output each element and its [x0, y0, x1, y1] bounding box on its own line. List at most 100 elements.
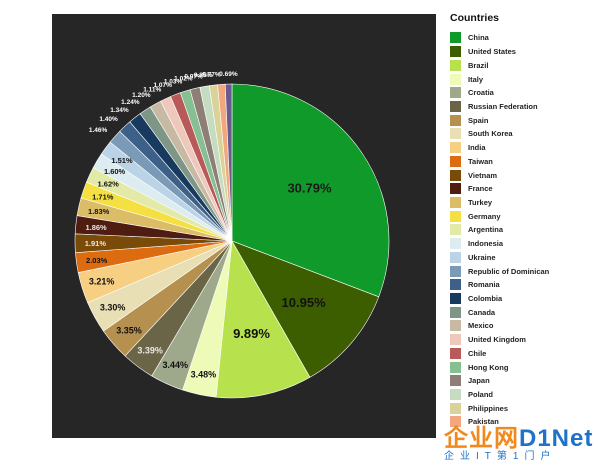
pie-chart: 30.79% 10.95% 9.89% 3.48%3.44%3.39% 3.35% 3.3…	[74, 71, 390, 399]
legend-swatch	[450, 251, 461, 263]
legend-swatch	[450, 73, 461, 85]
slice-label: 30.79%	[287, 181, 332, 196]
legend-label: Turkey	[468, 197, 493, 207]
legend-label: Poland	[468, 390, 494, 400]
legend-swatch	[450, 402, 461, 414]
slice-label: 1.51%	[111, 156, 133, 165]
legend-item: Mexico	[450, 319, 600, 333]
legend-item: United States	[450, 45, 600, 59]
legend-label: Argentina	[468, 225, 504, 235]
slice-label: 9.89%	[233, 326, 270, 341]
slice-label: 1.03%	[164, 79, 183, 86]
legend-label: Colombia	[468, 294, 503, 304]
legend-label: Canada	[468, 307, 496, 317]
slice-label: 1.86%	[85, 223, 107, 232]
legend-label: France	[468, 184, 493, 194]
legend-item: Philippines	[450, 401, 600, 415]
legend-swatch	[450, 32, 461, 44]
slice-label: 3.39%	[137, 345, 163, 355]
watermark-brand: 企业网D1Net	[444, 418, 593, 453]
legend-label: Italy	[468, 74, 484, 84]
legend-label: Indonesia	[468, 239, 504, 249]
slice-label: 1.02%	[174, 76, 193, 83]
legend-item: South Korea	[450, 127, 600, 141]
legend-item: Vietnam	[450, 168, 600, 182]
legend-item: China	[450, 31, 600, 45]
legend-label: Romania	[468, 280, 500, 290]
legend-item: France	[450, 182, 600, 196]
legend-swatch	[450, 279, 461, 291]
slice-label: 0.97%	[184, 74, 203, 81]
watermark-brand-net: D1Net	[519, 425, 594, 452]
legend-item: Colombia	[450, 292, 600, 306]
chart-panel: 30.79% 10.95% 9.89% 3.48% 3.44% 3.39% 3.35% 3.3…	[52, 14, 436, 438]
legend-label: Chile	[468, 348, 487, 358]
legend-swatch	[450, 375, 461, 387]
legend-swatch	[450, 293, 461, 305]
legend-swatch	[450, 306, 461, 318]
legend-swatch	[450, 142, 461, 154]
legend-swatch	[450, 224, 461, 236]
legend-item: Brazil	[450, 58, 600, 72]
slice-label: 0.85%	[194, 72, 213, 79]
slice-label: 0.69%	[219, 71, 238, 78]
legend-item: Germany	[450, 209, 600, 223]
legend-label: South Korea	[468, 129, 513, 139]
legend-item: Russian Federation	[450, 100, 600, 114]
slice-label: 3.35%	[116, 326, 142, 336]
legend-swatch	[450, 59, 461, 71]
legend-label: Mexico	[468, 321, 494, 331]
legend-item: United Kingdom	[450, 333, 600, 347]
legend-label: Taiwan	[468, 156, 493, 166]
slice-label: 1.46%	[89, 127, 108, 134]
legend-label: Spain	[468, 115, 489, 125]
legend-swatch	[450, 100, 461, 112]
legend-swatch	[450, 155, 461, 167]
legend-item: Romania	[450, 278, 600, 292]
watermark-logo: 企业网D1Net 企业IT第1门户	[436, 418, 600, 462]
pie-slice	[231, 240, 380, 378]
slice-labels: 30.79% 10.95% 9.89% 3.48%3.44%3.39% 3.35% 3.3…	[85, 71, 332, 380]
legend-label: Philippines	[468, 403, 509, 413]
watermark-brand-main: 企业网	[444, 425, 519, 452]
slice-label: 1.11%	[143, 87, 161, 94]
pie-slice	[215, 240, 311, 399]
legend-label: Russian Federation	[468, 101, 538, 111]
legend-swatch	[450, 361, 461, 373]
legend-swatch	[450, 183, 461, 195]
slice-label: 1.07%	[153, 82, 172, 89]
legend-label: Vietnam	[468, 170, 498, 180]
legend-item: Argentina	[450, 223, 600, 237]
legend-label: Republic of Dominican	[468, 266, 550, 276]
slice-label: 3.30%	[100, 302, 126, 312]
legend-item: Pakistan	[450, 415, 600, 429]
slice-label: 1.71%	[92, 193, 114, 202]
legend-item: Indonesia	[450, 237, 600, 251]
legend-label: China	[468, 33, 489, 43]
legend-label: Hong Kong	[468, 362, 509, 372]
legend-item: Taiwan	[450, 154, 600, 168]
legend-swatch	[450, 334, 461, 346]
legend: Countries China United States Brazil Italy C…	[450, 12, 600, 429]
legend-item: Chile	[450, 347, 600, 361]
legend-item: Republic of Dominican	[450, 264, 600, 278]
legend-item: Italy	[450, 72, 600, 86]
legend-label: United Kingdom	[468, 335, 526, 345]
legend-label: Pakistan	[468, 417, 499, 427]
legend-item: Canada	[450, 305, 600, 319]
legend-item: Croatia	[450, 86, 600, 100]
legend-item: Spain	[450, 113, 600, 127]
slice-label: 1.24%	[121, 99, 140, 106]
slice-label: 3.21%	[89, 277, 115, 287]
legend-swatch	[450, 265, 461, 277]
slice-label: 1.20%	[132, 92, 151, 99]
legend-swatch	[450, 210, 461, 222]
legend-swatch	[450, 238, 461, 250]
legend-label: Ukraine	[468, 252, 496, 262]
legend-label: Japan	[468, 376, 490, 386]
slice-label: 10.95%	[282, 295, 327, 310]
slice-label: 1.60%	[104, 167, 126, 176]
legend-swatch	[450, 169, 461, 181]
legend-label: Croatia	[468, 88, 494, 98]
slice-label: 0.77%	[202, 71, 221, 78]
